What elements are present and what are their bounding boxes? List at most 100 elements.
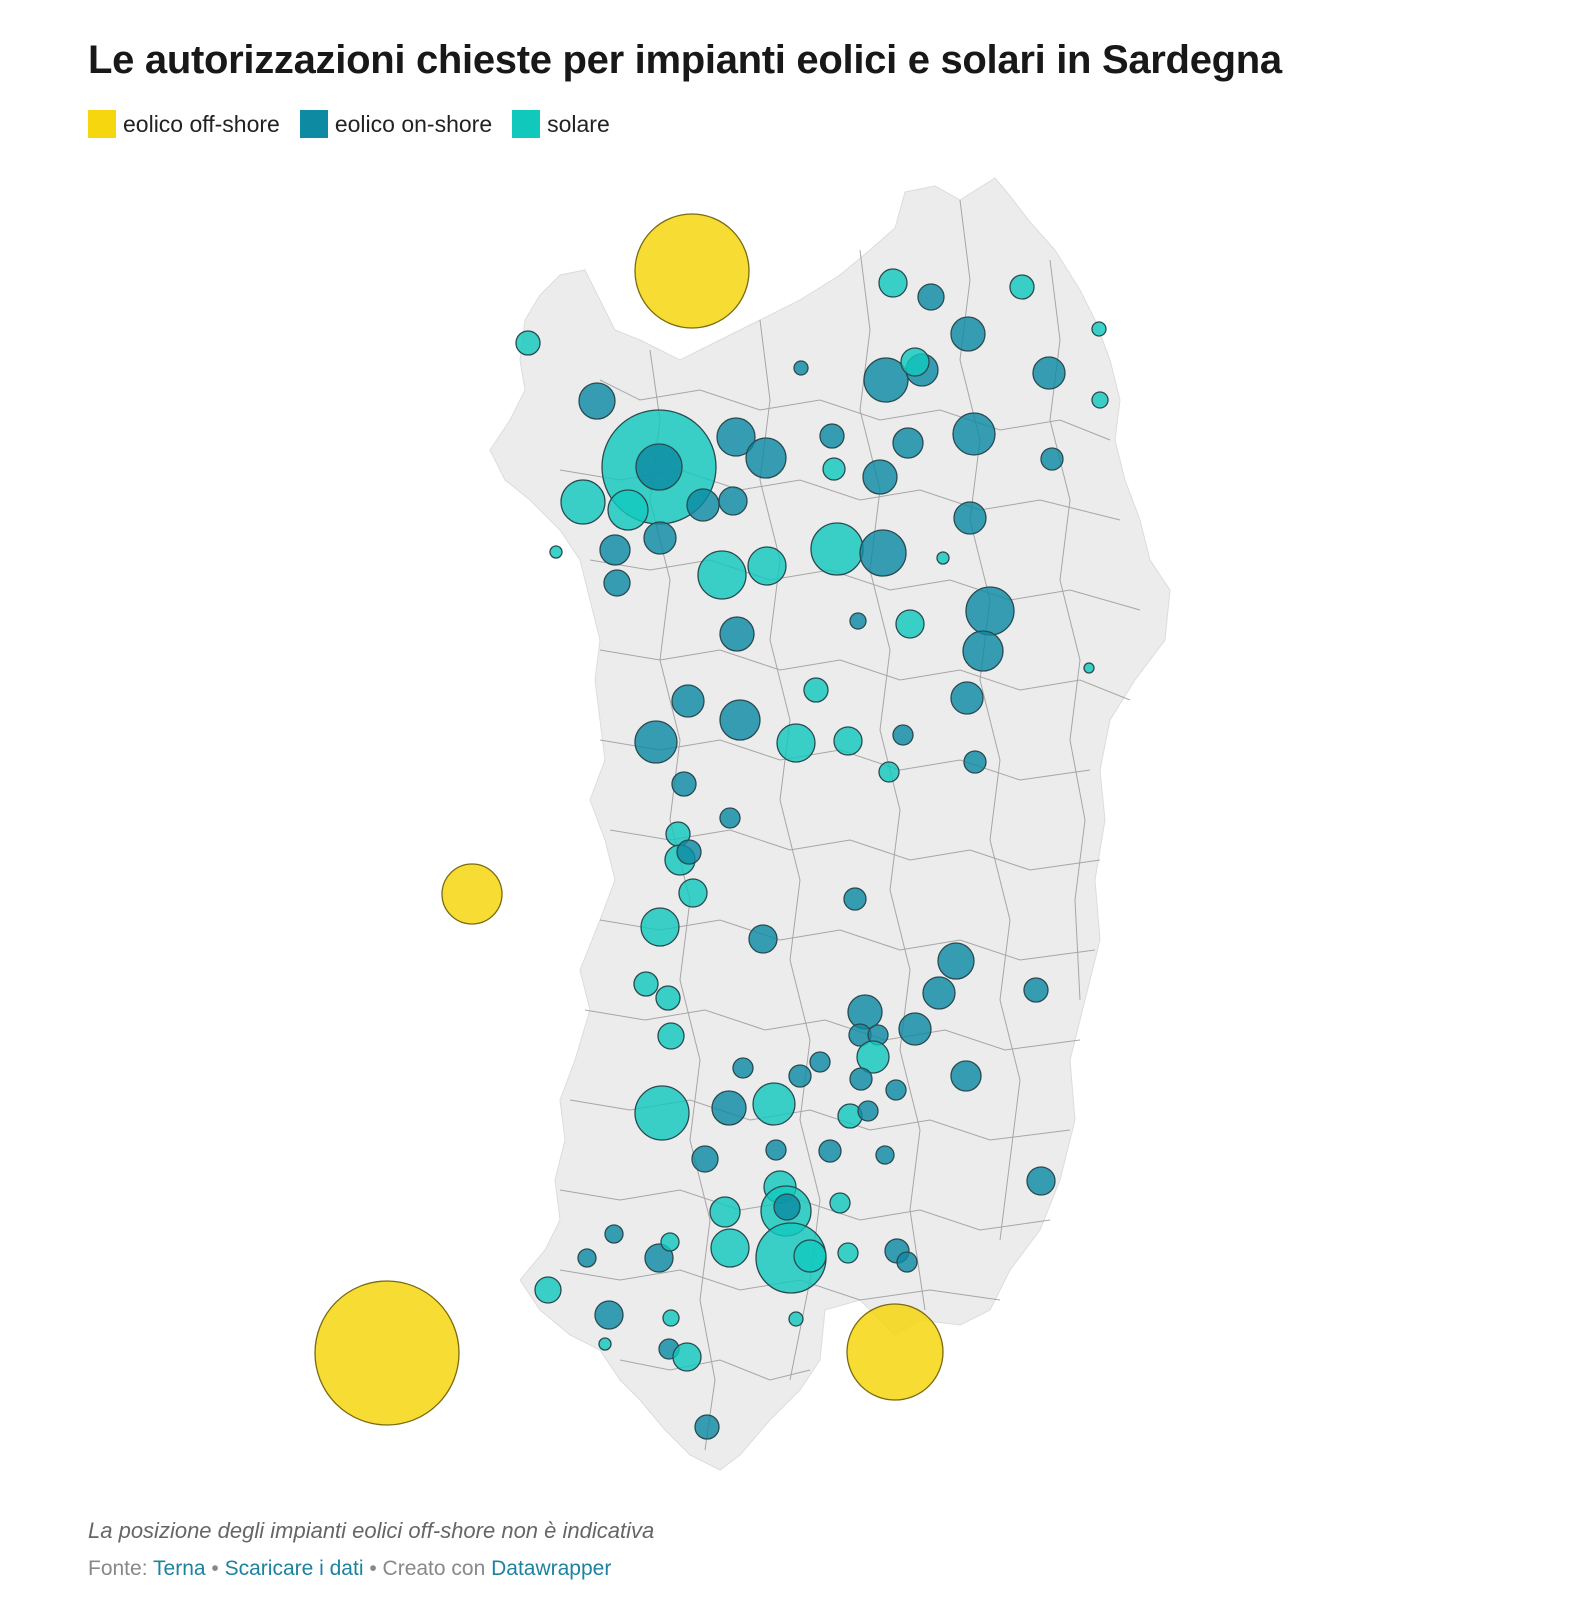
- legend-item-solar: solare: [512, 110, 610, 138]
- bubble-solar: [936, 551, 950, 565]
- bubble-onshore: [676, 839, 702, 865]
- bubble-onshore: [809, 1051, 831, 1073]
- bubble-solar: [709, 1196, 741, 1228]
- legend-swatch-offshore: [88, 110, 116, 138]
- bubble-solar: [895, 609, 925, 639]
- bubble-solar: [1009, 274, 1035, 300]
- bubble-onshore: [898, 1012, 932, 1046]
- bubble-onshore: [691, 1145, 719, 1173]
- bubble-solar: [793, 1239, 827, 1273]
- bubble-onshore: [953, 501, 987, 535]
- bubble-onshore: [963, 750, 987, 774]
- bubble-onshore: [719, 616, 755, 652]
- bubble-onshore: [922, 976, 956, 1010]
- bubble-onshore: [748, 924, 778, 954]
- bubble-solar: [752, 1082, 796, 1126]
- bubble-onshore: [711, 1090, 747, 1126]
- bubble-solar: [655, 985, 681, 1011]
- created-with-prefix: Creato con: [382, 1557, 486, 1580]
- bubble-onshore: [962, 630, 1004, 672]
- bubble-onshore: [578, 382, 616, 420]
- bubble-onshore: [847, 994, 883, 1030]
- bubble-onshore: [643, 521, 677, 555]
- legend-item-offshore: eolico off-shore: [88, 110, 280, 138]
- bubble-solar: [900, 347, 930, 377]
- sardinia-map: [314, 177, 1171, 1471]
- bubble-solar: [560, 479, 606, 525]
- source-link-terna[interactable]: Terna: [153, 1557, 206, 1580]
- legend: eolico off-shore eolico on-shore solare: [88, 110, 610, 138]
- footer-separator: •: [211, 1557, 219, 1580]
- bubble-onshore: [773, 1193, 801, 1221]
- bubble-onshore: [745, 437, 787, 479]
- bubble-onshore: [719, 699, 761, 741]
- positioning-note: La posizione degli impianti eolici off-s…: [88, 1518, 655, 1543]
- chart-title: Le autorizzazioni chieste per impianti e…: [88, 38, 1282, 82]
- bubble-onshore: [849, 1067, 873, 1091]
- bubble-onshore: [892, 427, 924, 459]
- bubble-solar: [837, 1242, 859, 1264]
- legend-item-onshore: eolico on-shore: [299, 110, 493, 138]
- bubble-onshore: [952, 412, 996, 456]
- source-footer: Fonte: Terna • Scaricare i dati • Creato…: [88, 1557, 611, 1581]
- legend-swatch-onshore: [299, 110, 328, 138]
- bubble-onshore: [819, 423, 845, 449]
- bubble-solar: [640, 907, 680, 947]
- bubble-onshore: [875, 1145, 895, 1165]
- bubble-onshore: [577, 1248, 597, 1268]
- bubble-onshore: [788, 1064, 812, 1088]
- bubble-onshore: [857, 1100, 879, 1122]
- bubble-solar: [534, 1276, 562, 1304]
- bubble-solar: [878, 761, 900, 783]
- bubble-solar: [710, 1228, 750, 1268]
- bubble-onshore: [1032, 356, 1066, 390]
- bubble-solar: [598, 1337, 612, 1351]
- bubble-onshore: [716, 417, 756, 457]
- bubble-onshore: [644, 1243, 674, 1273]
- bubble-solar: [1091, 321, 1107, 337]
- legend-label-onshore: eolico on-shore: [334, 110, 493, 137]
- bubble-onshore: [859, 529, 907, 577]
- bubble-solar: [747, 546, 787, 586]
- bubble-onshore: [917, 283, 945, 311]
- bubble-solar: [810, 522, 864, 576]
- bubble-solar: [657, 1022, 685, 1050]
- bubble-onshore: [843, 887, 867, 911]
- bubble-onshore: [965, 586, 1015, 636]
- bubble-onshore: [604, 1224, 624, 1244]
- bubble-offshore: [314, 1280, 460, 1426]
- bubble-solar: [1091, 391, 1109, 409]
- bubble-solar: [822, 457, 846, 481]
- source-prefix: Fonte:: [88, 1557, 148, 1580]
- bubble-onshore: [634, 720, 678, 764]
- bubble-offshore: [846, 1303, 944, 1401]
- bubble-onshore: [594, 1300, 624, 1330]
- bubble-offshore: [634, 213, 750, 329]
- bubble-solar: [672, 1342, 702, 1372]
- bubble-solar: [678, 878, 708, 908]
- bubble-onshore: [950, 1060, 982, 1092]
- bubble-solar: [788, 1311, 804, 1327]
- bubble-onshore: [862, 459, 898, 495]
- download-data-link[interactable]: Scaricare i dati: [224, 1557, 364, 1580]
- bubble-layer: [314, 213, 1109, 1440]
- footer-separator: •: [369, 1557, 377, 1580]
- bubble-onshore: [863, 357, 909, 403]
- bubble-solar: [633, 971, 659, 997]
- bubble-solar: [662, 1309, 680, 1327]
- datawrapper-link[interactable]: Datawrapper: [491, 1557, 612, 1580]
- bubble-onshore: [603, 569, 631, 597]
- bubble-onshore: [686, 488, 720, 522]
- bubble-onshore: [818, 1139, 842, 1163]
- bubble-onshore: [599, 534, 631, 566]
- bubble-solar: [833, 726, 863, 756]
- bubble-onshore: [885, 1079, 907, 1101]
- bubble-solar: [634, 1085, 690, 1141]
- bubble-onshore: [671, 684, 705, 718]
- bubble-solar: [1083, 662, 1095, 674]
- bubble-solar: [549, 545, 563, 559]
- bubble-solar: [829, 1192, 851, 1214]
- bubble-onshore: [849, 612, 867, 630]
- bubble-onshore: [1040, 447, 1064, 471]
- bubble-offshore: [441, 863, 503, 925]
